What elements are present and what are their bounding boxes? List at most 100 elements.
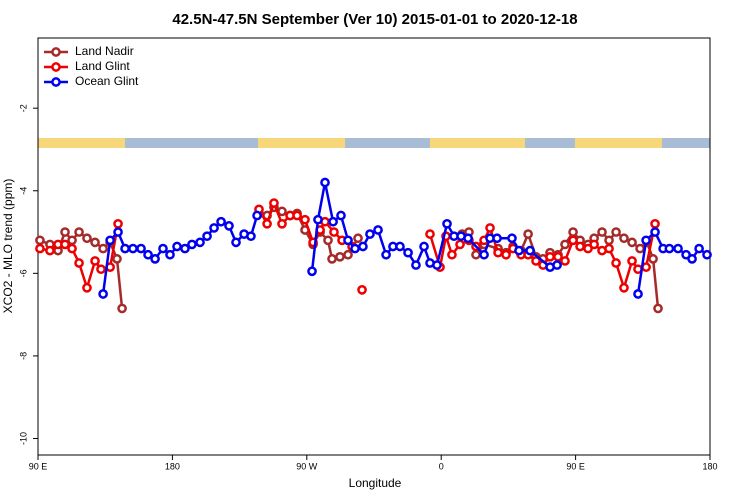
data-point: [180, 243, 190, 254]
data-point: [531, 256, 541, 266]
series-line: [101, 182, 708, 295]
data-point: [432, 260, 442, 270]
data-point: [501, 249, 511, 260]
data-point: [96, 264, 106, 275]
y-tick-label: -4: [18, 187, 28, 195]
data-point: [172, 241, 182, 252]
data-point: [479, 249, 489, 260]
data-point: [471, 249, 481, 260]
data-point: [105, 235, 115, 246]
land-ocean-strip: [38, 138, 710, 148]
data-point: [60, 227, 70, 237]
legend-marker: [51, 77, 61, 87]
data-point: [112, 254, 122, 264]
data-point: [82, 233, 92, 244]
data-point: [74, 227, 84, 237]
data-point: [650, 218, 660, 229]
x-tick-label: 90 W: [296, 461, 318, 471]
data-point: [619, 233, 629, 244]
data-point: [136, 243, 146, 254]
data-point: [143, 249, 153, 260]
data-point: [187, 239, 197, 250]
data-point: [673, 243, 683, 254]
data-point: [560, 256, 570, 266]
data-point: [604, 243, 614, 254]
data-point: [493, 247, 503, 258]
data-point: [336, 210, 346, 221]
data-point: [82, 282, 92, 293]
data-point: [343, 249, 353, 260]
data-point: [269, 198, 279, 208]
data-point: [35, 235, 45, 246]
data-point: [224, 221, 234, 231]
data-point: [74, 258, 84, 268]
data-point: [597, 227, 607, 237]
data-point: [447, 249, 457, 260]
data-point: [202, 231, 212, 242]
data-point: [425, 229, 435, 239]
data-point: [350, 243, 360, 254]
data-point: [702, 249, 712, 260]
data-point: [307, 266, 317, 277]
data-point: [687, 254, 697, 264]
data-point: [455, 239, 465, 250]
data-point: [627, 237, 637, 248]
data-point: [195, 237, 205, 248]
data-point: [442, 218, 452, 229]
legend-marker: [51, 62, 61, 72]
y-tick-label: -6: [18, 269, 28, 277]
data-point: [158, 243, 168, 254]
data-point: [329, 227, 339, 237]
data-point: [45, 245, 55, 256]
data-point: [403, 247, 413, 258]
x-tick-label: 180: [702, 461, 717, 471]
x-tick-label: 90 E: [29, 461, 48, 471]
legend-marker: [51, 47, 61, 57]
data-point: [568, 235, 578, 246]
y-tick-label: -10: [18, 432, 28, 445]
data-point: [648, 254, 658, 264]
data-point: [633, 289, 643, 299]
data-point: [492, 233, 502, 244]
data-point: [343, 235, 353, 246]
data-point: [231, 237, 241, 248]
data-point: [653, 303, 663, 314]
data-point: [523, 229, 533, 239]
data-point: [694, 243, 704, 254]
data-point: [619, 282, 629, 293]
data-point: [507, 233, 517, 244]
data-point: [335, 251, 345, 262]
data-point: [419, 241, 429, 252]
data-point: [604, 235, 614, 246]
data-point: [90, 256, 100, 266]
data-point: [611, 227, 621, 237]
data-point: [165, 249, 175, 260]
legend-label: Ocean Glint: [75, 74, 139, 88]
data-point: [320, 177, 330, 188]
data-point: [373, 225, 383, 235]
data-point: [525, 245, 535, 256]
data-point: [357, 285, 367, 295]
data-point: [353, 233, 363, 244]
data-point: [589, 239, 599, 250]
data-point: [120, 243, 130, 254]
data-point: [209, 223, 219, 233]
data-point: [635, 243, 645, 254]
legend-label: Land Nadir: [75, 44, 134, 58]
data-point: [60, 239, 70, 250]
data-point: [411, 260, 421, 270]
data-point: [365, 229, 375, 239]
data-point: [463, 233, 473, 244]
data-point: [252, 210, 262, 221]
x-tick-label: 90 E: [566, 461, 585, 471]
data-point: [98, 243, 108, 254]
data-point: [514, 245, 524, 256]
data-point: [113, 227, 123, 237]
data-point: [664, 243, 675, 254]
x-tick-label: 0: [439, 461, 444, 471]
data-point: [627, 256, 637, 266]
data-point: [568, 227, 578, 237]
data-point: [381, 249, 391, 260]
data-point: [313, 214, 323, 225]
